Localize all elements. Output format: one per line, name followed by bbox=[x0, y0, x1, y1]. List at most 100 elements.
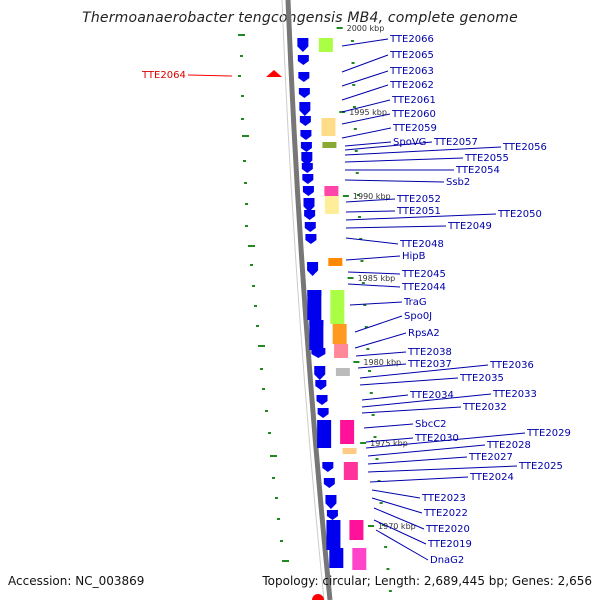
gene-label[interactable]: TTE2062 bbox=[389, 80, 434, 91]
gene-arrow bbox=[300, 142, 312, 152]
gene-label[interactable]: TTE2028 bbox=[486, 440, 531, 451]
kbp-tick bbox=[360, 442, 367, 444]
gene-label[interactable]: TTE2030 bbox=[414, 433, 459, 444]
gc-tick bbox=[248, 245, 255, 247]
gene-label[interactable]: TTE2066 bbox=[389, 34, 434, 45]
kbp-label: 1995 kbp bbox=[349, 108, 387, 117]
gc-tick bbox=[254, 305, 257, 307]
label-leader bbox=[187, 74, 233, 77]
gc-tick bbox=[244, 182, 247, 184]
gene-label[interactable]: TTE2033 bbox=[492, 389, 537, 400]
label-leader bbox=[347, 271, 401, 275]
gc-tick bbox=[243, 160, 246, 162]
gene-label[interactable]: SpoVG bbox=[393, 137, 426, 148]
gc-tick-right bbox=[359, 238, 363, 240]
gene-label[interactable]: Spo0J bbox=[404, 311, 432, 322]
gene-label[interactable]: TTE2049 bbox=[447, 221, 492, 232]
gene-label[interactable]: SbcC2 bbox=[415, 419, 447, 430]
label-leader bbox=[344, 141, 433, 151]
gene-label[interactable]: TTE2063 bbox=[389, 66, 434, 77]
gene-arrow bbox=[323, 478, 335, 488]
label-leader bbox=[363, 423, 414, 429]
gene-label[interactable]: TTE2029 bbox=[526, 428, 571, 439]
gene-label[interactable]: TTE2059 bbox=[392, 123, 437, 134]
gene-label[interactable]: TTE2044 bbox=[401, 282, 446, 293]
gc-tick-right bbox=[352, 84, 356, 86]
gene-label[interactable]: TTE2020 bbox=[425, 524, 470, 535]
gene-arrow bbox=[314, 366, 326, 380]
gene-label[interactable]: TTE2052 bbox=[396, 194, 441, 205]
label-leader bbox=[367, 456, 468, 465]
label-leader bbox=[367, 465, 518, 473]
gene-label[interactable]: TTE2024 bbox=[469, 472, 514, 483]
gene-label[interactable]: DnaG2 bbox=[430, 555, 464, 566]
gc-tick bbox=[250, 264, 253, 266]
gc-tick bbox=[272, 477, 275, 479]
label-leader bbox=[357, 363, 407, 369]
gene-label[interactable]: TTE2034 bbox=[409, 390, 454, 401]
gene-label[interactable]: TTE2027 bbox=[468, 452, 513, 463]
label-leader bbox=[373, 519, 427, 545]
label-leader bbox=[375, 529, 429, 561]
label-leader bbox=[359, 364, 489, 379]
label-leader bbox=[341, 84, 389, 101]
gc-tick-right bbox=[355, 172, 359, 174]
gc-tick bbox=[265, 410, 268, 412]
gene-label[interactable]: TTE2050 bbox=[497, 209, 542, 220]
gc-skew-track bbox=[238, 34, 392, 592]
gene-label[interactable]: TTE2054 bbox=[455, 165, 500, 176]
gc-tick-right bbox=[363, 304, 367, 306]
gene-arrow bbox=[298, 72, 310, 82]
gene-label[interactable]: RpsA2 bbox=[408, 328, 440, 339]
gc-tick bbox=[280, 540, 283, 542]
gc-tick-right bbox=[356, 194, 360, 196]
gene-label[interactable]: TraG bbox=[403, 297, 427, 308]
gc-tick bbox=[282, 560, 289, 562]
gene-label[interactable]: TTE2037 bbox=[407, 359, 452, 370]
gene-label[interactable]: HipB bbox=[402, 251, 426, 262]
label-leader bbox=[365, 437, 414, 443]
gc-tick-right bbox=[375, 458, 379, 460]
gene-label[interactable]: TTE2038 bbox=[407, 347, 452, 358]
gene-arrow bbox=[297, 55, 309, 65]
label-leader bbox=[369, 476, 469, 483]
kbp-tick bbox=[353, 361, 360, 363]
gene-label[interactable]: TTE2065 bbox=[389, 50, 434, 61]
gc-tick bbox=[270, 455, 277, 457]
gene-label[interactable]: TTE2032 bbox=[462, 402, 507, 413]
gene-label[interactable]: TTE2064 bbox=[141, 70, 186, 81]
gene-block bbox=[326, 520, 341, 550]
position-marker bbox=[312, 594, 324, 600]
gc-tick-right bbox=[371, 414, 375, 416]
label-leader bbox=[361, 393, 492, 408]
gene-label[interactable]: TTE2045 bbox=[401, 269, 446, 280]
gene-label[interactable]: TTE2025 bbox=[518, 461, 563, 472]
gene-label[interactable]: TTE2023 bbox=[421, 493, 466, 504]
gene-label[interactable]: TTE2056 bbox=[502, 142, 547, 153]
gc-tick-right bbox=[381, 524, 385, 526]
gene-block bbox=[307, 290, 322, 320]
gene-label[interactable]: TTE2022 bbox=[423, 508, 468, 519]
gene-label[interactable]: TTE2048 bbox=[399, 239, 444, 250]
gene-arrow bbox=[300, 130, 312, 140]
cog-band bbox=[342, 448, 357, 454]
gene-label[interactable]: TTE2061 bbox=[391, 95, 436, 106]
cog-band bbox=[340, 420, 355, 444]
gene-label[interactable]: Ssb2 bbox=[446, 177, 470, 188]
gene-label[interactable]: TTE2051 bbox=[396, 206, 441, 217]
gc-tick-right bbox=[354, 150, 358, 152]
gene-label[interactable]: TTE2055 bbox=[464, 153, 509, 164]
gene-label[interactable]: TTE2036 bbox=[489, 360, 534, 371]
gene-label[interactable]: TTE2035 bbox=[459, 373, 504, 384]
gene-label[interactable]: TTE2057 bbox=[433, 137, 478, 148]
kbp-tick bbox=[368, 525, 375, 527]
label-leader bbox=[347, 283, 401, 288]
kbp-label: 1990 kbp bbox=[353, 192, 391, 201]
gene-label[interactable]: TTE2019 bbox=[427, 539, 472, 550]
gene-arrow bbox=[317, 408, 329, 418]
label-leader bbox=[341, 54, 389, 73]
gene-label[interactable]: TTE2060 bbox=[391, 109, 436, 120]
gc-tick bbox=[241, 118, 244, 120]
gc-tick-right bbox=[360, 260, 364, 262]
